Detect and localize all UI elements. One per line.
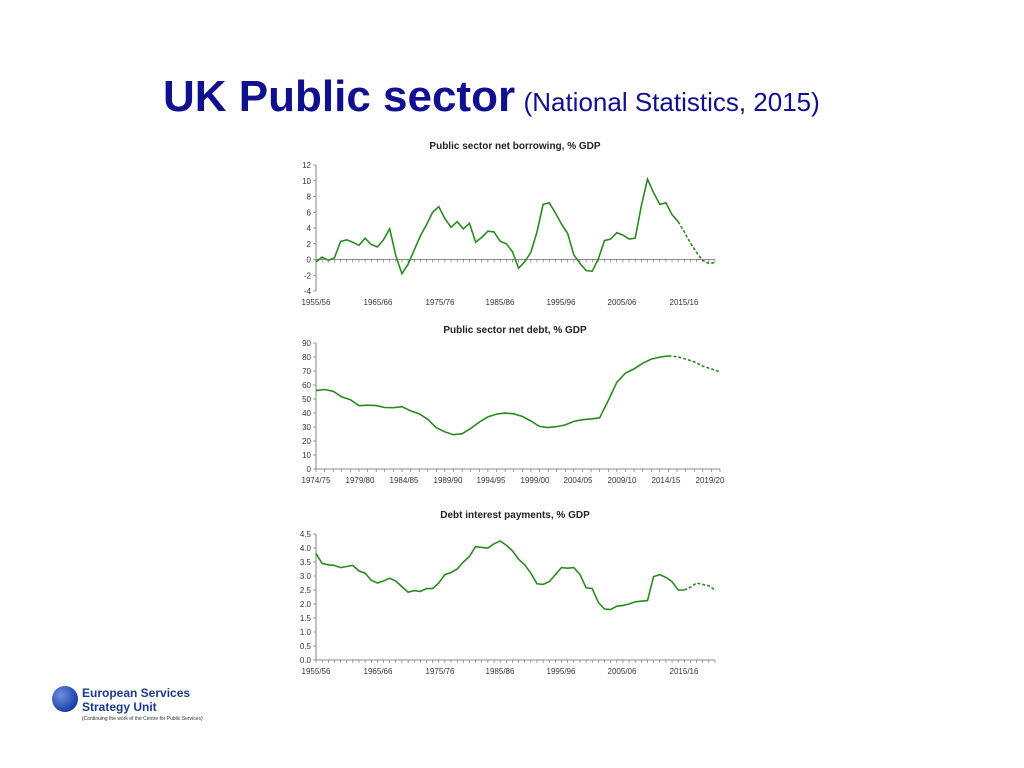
interest-y-tick-label: 2.0	[300, 600, 312, 609]
debt-y-tick-label: 10	[302, 451, 311, 460]
borrowing-y-tick-label: 6	[307, 208, 312, 217]
debt-chart: Public sector net debt, % GDP 0 10 20 30 40 50…	[302, 325, 725, 485]
interest-projection-line	[683, 582, 716, 591]
interest-y-tick-label: 0.5	[300, 642, 312, 651]
logo-line-2: Strategy Unit	[82, 700, 157, 714]
slide-title: UK Public sector (National Statistics, 2…	[163, 72, 820, 122]
debt-projection-line	[668, 355, 721, 373]
interest-chart-title: Debt interest payments, % GDP	[440, 510, 590, 521]
borrowing-x-tick-label: 2015/16	[670, 298, 699, 307]
borrowing-projection-line	[677, 221, 716, 265]
debt-y-tick-label: 90	[302, 339, 311, 348]
borrowing-x-tick-label: 1955/56	[302, 298, 331, 307]
interest-y-tick-label: 3.5	[300, 558, 312, 567]
debt-y-tick-label: 80	[302, 353, 311, 362]
debt-x-tick-label: 1979/80	[346, 476, 375, 485]
debt-x-tick-label: 1974/75	[302, 476, 331, 485]
interest-x-tick-label: 2005/06	[608, 667, 637, 676]
debt-y-tick-label: 70	[302, 367, 311, 376]
borrowing-x-tick-label: 1975/76	[426, 298, 455, 307]
debt-x-tick-label: 1989/90	[434, 476, 463, 485]
borrowing-y-tick-label: 10	[302, 177, 311, 186]
interest-y-tick-label: 3.0	[300, 572, 312, 581]
debt-y-tick-label: 30	[302, 423, 311, 432]
borrowing-x-tick-label: 2005/06	[608, 298, 637, 307]
debt-chart-title: Public sector net debt, % GDP	[443, 325, 587, 336]
debt-y-tick-label: 0	[307, 465, 312, 474]
debt-x-tick-label: 1994/95	[477, 476, 506, 485]
borrowing-x-tick-label: 1965/66	[364, 298, 393, 307]
borrowing-chart: Public sector net borrowing, % GDP -4 -2 0 2…	[302, 141, 716, 307]
interest-y-tick-label: 4.0	[300, 544, 312, 553]
borrowing-x-tick-label: 1995/96	[547, 298, 576, 307]
debt-x-tick-label: 1984/85	[390, 476, 419, 485]
borrowing-x-tick-label: 1985/86	[486, 298, 515, 307]
debt-x-tick-label: 2014/15	[652, 476, 681, 485]
interest-x-tick-label: 1965/66	[364, 667, 393, 676]
interest-x-tick-label: 1975/76	[426, 667, 455, 676]
interest-y-tick-label: 1.5	[300, 614, 312, 623]
debt-y-tick-label: 40	[302, 409, 311, 418]
interest-series-line	[315, 540, 685, 611]
interest-x-tick-label: 2015/16	[670, 667, 699, 676]
borrowing-series-line	[315, 176, 679, 276]
borrowing-chart-title: Public sector net borrowing, % GDP	[429, 141, 600, 152]
logo-tagline: (Continuing the work of the Centre for P…	[82, 716, 203, 722]
interest-y-tick-label: 2.5	[300, 586, 312, 595]
slide-title-source: (National Statistics, 2015)	[523, 87, 820, 117]
interest-y-tick-label: 4.5	[300, 530, 312, 539]
globe-icon	[52, 686, 78, 712]
debt-x-tick-label: 2009/10	[608, 476, 637, 485]
interest-x-tick-label: 1985/86	[486, 667, 515, 676]
borrowing-y-tick-label: -2	[304, 271, 312, 280]
debt-x-tick-label: 2004/05	[564, 476, 593, 485]
interest-y-tick-label: 1.0	[300, 628, 312, 637]
esu-logo: European Services Strategy Unit (Continu…	[52, 686, 222, 726]
debt-x-tick-label: 1999/00	[521, 476, 550, 485]
borrowing-y-tick-label: 4	[307, 224, 312, 233]
borrowing-y-tick-label: 0	[307, 256, 312, 265]
logo-line-1: European Services	[82, 686, 191, 700]
debt-y-tick-label: 60	[302, 381, 311, 390]
debt-series-line	[315, 355, 669, 436]
debt-x-tick-label: 2019/20	[696, 476, 725, 485]
interest-chart: Debt interest payments, % GDP 0.0 0.5 1.0 1.…	[300, 510, 716, 676]
borrowing-y-tick-label: -4	[304, 287, 312, 296]
interest-x-tick-label: 1995/96	[547, 667, 576, 676]
slide-title-main: UK Public sector	[163, 72, 516, 121]
borrowing-y-tick-label: 12	[302, 161, 311, 170]
interest-y-tick-label: 0.0	[300, 656, 312, 665]
interest-x-tick-label: 1955/56	[302, 667, 331, 676]
borrowing-y-tick-label: 2	[307, 240, 312, 249]
debt-y-tick-label: 50	[302, 395, 311, 404]
borrowing-y-tick-label: 8	[307, 193, 312, 202]
debt-y-tick-label: 20	[302, 437, 311, 446]
